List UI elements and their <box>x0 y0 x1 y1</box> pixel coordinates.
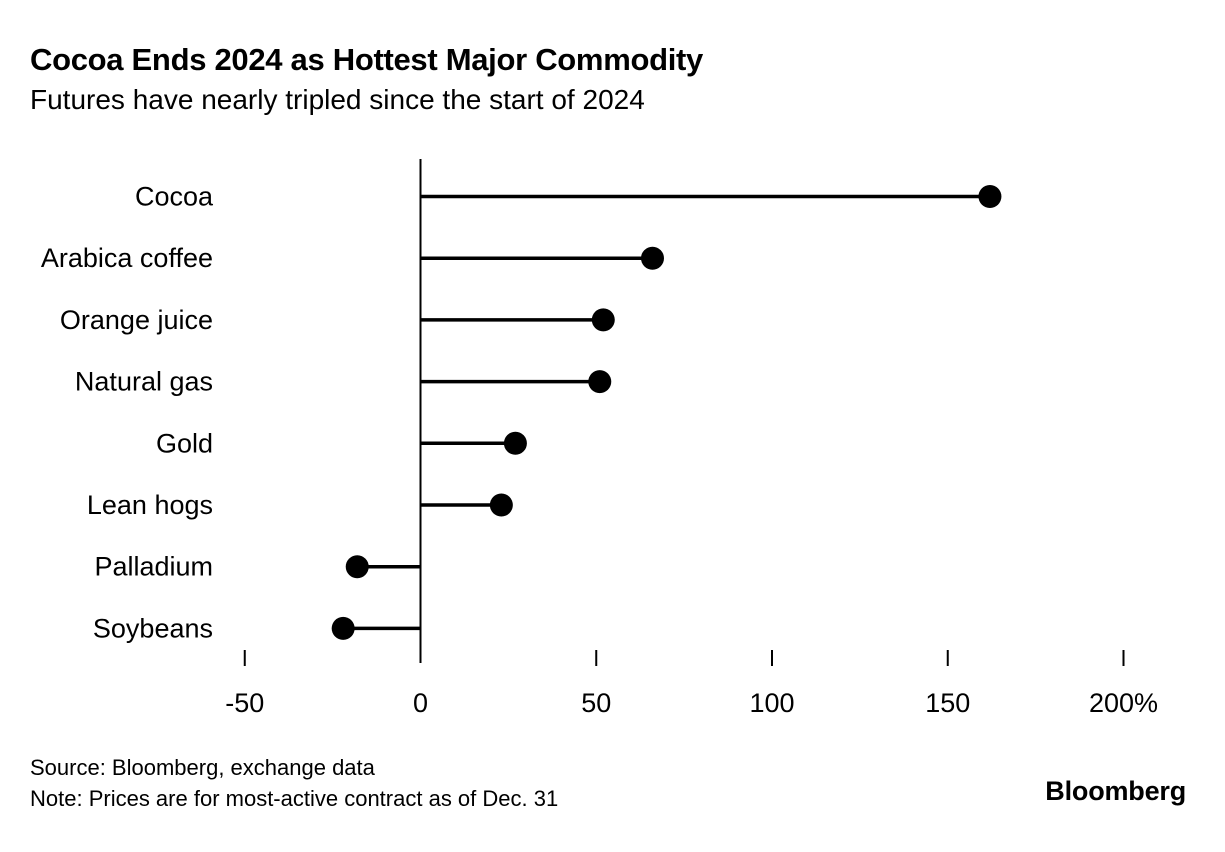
chart-title: Cocoa Ends 2024 as Hottest Major Commodi… <box>30 42 704 77</box>
lollipop-dot <box>978 185 1002 208</box>
x-axis-tick-label: 200% <box>1089 688 1158 718</box>
bloomberg-logo: Bloomberg <box>1045 776 1186 806</box>
x-axis-tick-label: 150 <box>925 688 970 718</box>
category-label: Cocoa <box>135 182 214 212</box>
chart-subtitle: Futures have nearly tripled since the st… <box>30 84 645 115</box>
x-axis-tick-label: 0 <box>413 688 428 718</box>
lollipop-dot <box>640 246 664 270</box>
note-line: Note: Prices are for most-active contrac… <box>30 786 559 811</box>
lollipop-dot <box>489 493 513 517</box>
category-label: Natural gas <box>75 367 213 397</box>
source-line: Source: Bloomberg, exchange data <box>30 755 375 780</box>
category-label: Soybeans <box>93 613 213 643</box>
category-label: Orange juice <box>60 305 213 335</box>
category-label: Lean hogs <box>87 490 213 520</box>
x-axis-tick-label: 100 <box>749 688 794 718</box>
x-axis-tick-label: 50 <box>581 688 611 718</box>
category-label: Gold <box>156 428 213 458</box>
footer-notes: Source: Bloomberg, exchange data Note: P… <box>30 752 558 814</box>
category-label: Arabica coffee <box>41 243 213 273</box>
lollipop-dot <box>503 431 527 455</box>
lollipop-dot <box>331 616 355 640</box>
x-axis-tick-label: -50 <box>225 688 264 718</box>
lollipop-dot <box>588 370 612 394</box>
lollipop-dot <box>345 555 369 579</box>
category-label: Palladium <box>94 552 213 582</box>
lollipop-dot <box>591 308 615 332</box>
